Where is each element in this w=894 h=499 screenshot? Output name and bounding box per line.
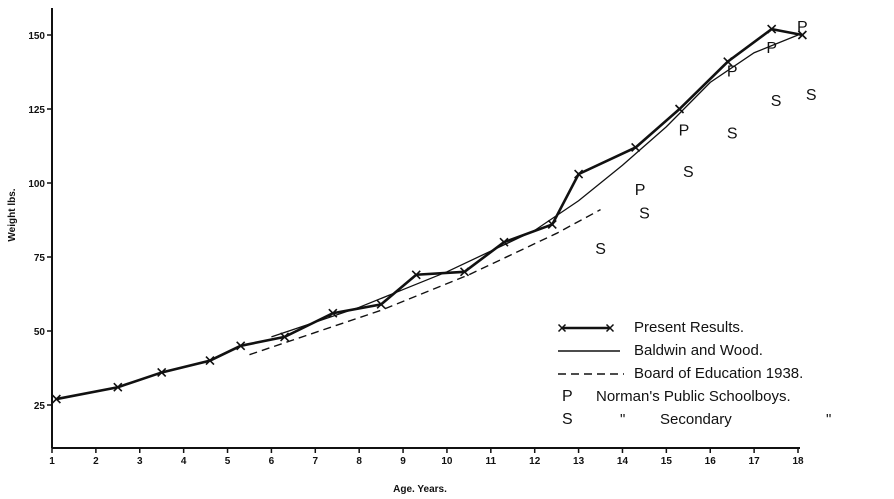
series-line-2 (249, 209, 601, 356)
legend-label: Norman's Public Schoolboys. (596, 388, 791, 405)
x-marker-stroke (157, 367, 167, 378)
legend-item-4: S Secondary " " (562, 411, 831, 428)
x-marker (411, 270, 421, 280)
x-marker-stroke (547, 219, 557, 230)
legend: Present Results. Baldwin and Wood. Board o… (557, 319, 831, 428)
x-tick-label: 4 (181, 456, 187, 467)
x-tick-label: 13 (573, 456, 585, 467)
x-marker-stroke (328, 308, 338, 318)
legend-label: Secondary (660, 411, 732, 428)
x-marker-stroke (51, 394, 61, 404)
x-marker-stroke (723, 57, 733, 67)
legend-ditto-mark: " (826, 411, 831, 428)
x-marker (157, 367, 167, 378)
series-line-1 (271, 34, 799, 338)
legend-item-3: P Norman's Public Schoolboys. (562, 388, 791, 405)
point-p: P (797, 19, 808, 36)
x-marker (205, 356, 215, 366)
x-tick-label: 17 (749, 456, 761, 467)
x-tick-label: 18 (792, 456, 804, 467)
x-marker-stroke (499, 237, 509, 247)
tick-labels: 1 2 3 4 5 6 7 8 9 10 11 12 13 14 15 16 17 182550751001251… (28, 31, 804, 467)
x-marker-stroke (459, 267, 470, 277)
legend-item-0: Present Results. (557, 319, 744, 336)
y-tick-label: 50 (34, 327, 46, 338)
point-p: P (635, 182, 646, 199)
legend-label: Baldwin and Wood. (634, 342, 763, 359)
x-tick-label: 11 (486, 456, 497, 467)
legend-label: Present Results. (634, 319, 744, 336)
series-line-0 (56, 27, 803, 401)
x-tick-label: 5 (225, 456, 231, 467)
x-marker (574, 169, 584, 179)
point-s: S (727, 126, 738, 143)
x-marker-stroke (631, 142, 641, 153)
x-tick-label: 16 (705, 456, 717, 467)
x-marker (547, 219, 557, 230)
point-s: S (683, 164, 694, 181)
legend-ditto-mark: " (620, 411, 625, 428)
legend-x-marker (557, 323, 567, 333)
x-marker-stroke (797, 30, 807, 40)
x-marker (767, 24, 777, 34)
y-tick-label: 150 (28, 31, 45, 42)
x-tick-label: 6 (269, 456, 275, 467)
legend-item-1: Baldwin and Wood. (558, 342, 763, 359)
point-s: S (639, 206, 650, 223)
x-marker-stroke (574, 169, 584, 179)
x-marker-stroke (280, 332, 290, 342)
x-tick-label: 7 (313, 456, 319, 467)
x-marker-stroke (113, 382, 123, 392)
x-marker-stroke (236, 341, 246, 351)
x-tick-label: 10 (441, 456, 453, 467)
y-tick-label: 125 (28, 105, 45, 116)
axes (51, 8, 800, 449)
y-tick-label: 75 (34, 253, 46, 264)
x-tick-label: 8 (356, 456, 362, 467)
x-marker (723, 57, 733, 67)
y-tick-label: 25 (34, 401, 46, 412)
y-axis-title: Weight lbs. (7, 188, 18, 241)
x-marker (499, 237, 509, 247)
x-marker (51, 394, 61, 404)
x-marker-stroke (411, 270, 421, 280)
x-marker-stroke (674, 104, 685, 114)
x-marker-stroke (205, 356, 215, 366)
legend-item-2: Board of Education 1938. (558, 365, 803, 382)
x-tick-label: 12 (529, 456, 541, 467)
x-tick-label: 14 (617, 456, 629, 467)
x-marker-stroke (767, 24, 777, 34)
legend-label: Board of Education 1938. (634, 365, 803, 382)
x-axis-title: Age. Years. (393, 484, 447, 495)
y-tick-label: 100 (28, 179, 45, 190)
x-marker (280, 332, 290, 342)
x-tick-label: 2 (93, 456, 99, 467)
x-marker-stroke (376, 299, 386, 309)
point-s: S (595, 241, 606, 258)
x-marker (631, 142, 641, 153)
x-tick-label: 3 (137, 456, 143, 467)
series-layer (51, 24, 807, 404)
legend-symbol-letter: P (562, 388, 573, 405)
x-tick-label: 15 (661, 456, 673, 467)
x-marker (236, 341, 246, 351)
legend-x-marker (605, 323, 615, 333)
legend-symbol-letter: S (562, 411, 573, 428)
point-p: P (679, 123, 690, 140)
x-tick-label: 9 (400, 456, 406, 467)
point-p: P (766, 40, 777, 57)
x-marker (459, 267, 470, 277)
point-s: S (806, 87, 817, 104)
point-s: S (771, 93, 782, 110)
x-marker (674, 104, 685, 114)
x-marker (797, 30, 807, 40)
x-marker (113, 382, 123, 392)
x-marker (376, 299, 386, 309)
point-p: P (727, 64, 738, 81)
x-tick-label: 1 (49, 456, 55, 467)
